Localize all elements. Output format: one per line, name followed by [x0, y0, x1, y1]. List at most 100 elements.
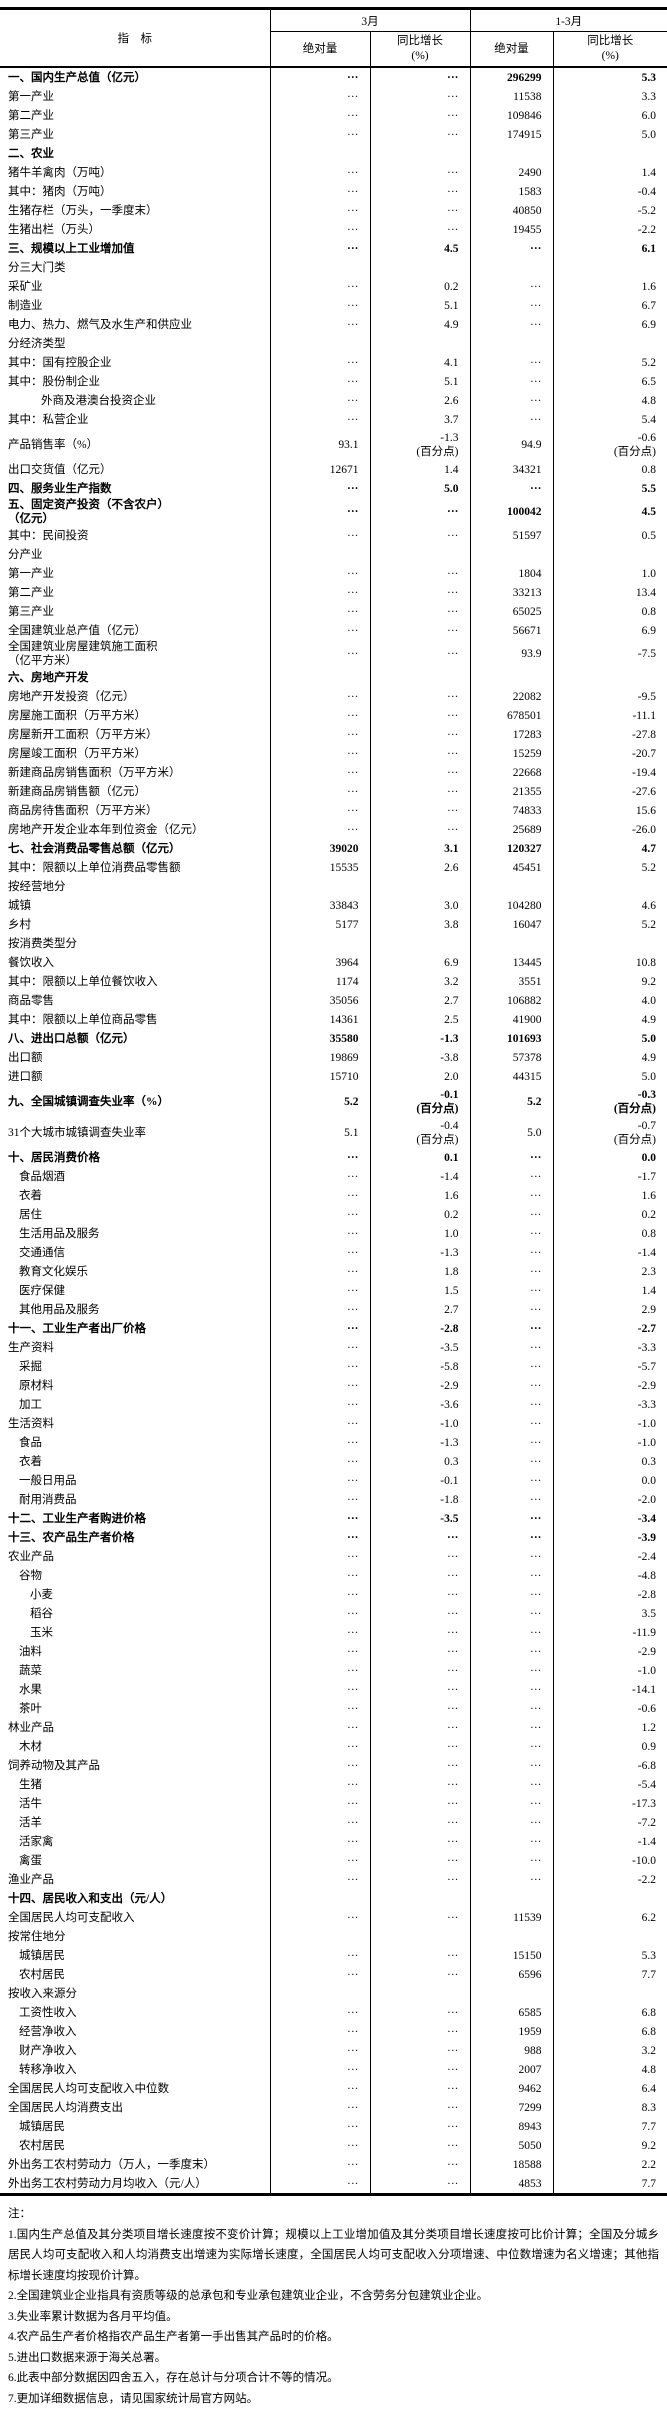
- table-row: 第一产业 ··· ··· 11538 3.3: [0, 87, 667, 106]
- value: 109846: [507, 109, 542, 122]
- value-cell-m-abs: ···: [269, 2003, 370, 2022]
- value-cell-m-yoy: ···: [369, 182, 470, 201]
- value-cell-q-yoy: -3.4: [552, 1509, 667, 1528]
- value-cell-m-yoy: 2.7: [369, 1300, 470, 1319]
- indicator-label: 全国居民人均可支配收入: [8, 1911, 135, 1924]
- value: 5.2: [641, 918, 656, 931]
- indicator-cell: 生猪出栏（万头）: [0, 220, 270, 239]
- indicator-cell: 活羊: [0, 1813, 270, 1832]
- value: 6.8: [641, 2025, 656, 2038]
- value-cell-q-yoy: 6.8: [552, 2003, 667, 2022]
- value-cell-q-abs: 2490: [469, 163, 553, 182]
- indicator-cell: 全国居民人均消费支出: [0, 2098, 270, 2117]
- indicator-cell: 稻谷: [0, 1604, 270, 1623]
- value: ···: [347, 1949, 359, 1962]
- value-cell-q-abs: 11538: [469, 87, 553, 106]
- value: -3.4: [637, 1512, 656, 1525]
- indicator-label: 三、规模以上工业增加值: [8, 242, 135, 255]
- value-cell-q-yoy: -9.5: [552, 687, 667, 706]
- table-row: 农业产品 ··· ··· ··· -2.4: [0, 1547, 667, 1566]
- value: ···: [347, 1417, 359, 1430]
- value-cell-m-abs: ···: [269, 583, 370, 602]
- value-cell-m-abs: [269, 1889, 370, 1908]
- value: 0.0: [641, 1151, 656, 1164]
- value: 15710: [329, 1070, 359, 1083]
- value: ···: [447, 529, 459, 542]
- value: ···: [529, 242, 542, 255]
- table-row: 生活用品及服务 ··· 1.0 ··· 0.8: [0, 1224, 667, 1243]
- value-cell-m-abs: ···: [269, 1452, 370, 1471]
- value: 1.6: [641, 1189, 656, 1202]
- indicator-label: 水果: [19, 1683, 42, 1696]
- indicator-cell: 生活资料: [0, 1414, 270, 1433]
- indicator-cell: 九、全国城镇调查失业率（%）: [0, 1086, 270, 1117]
- table-row: 餐饮收入 3964 6.9 13445 10.8: [0, 953, 667, 972]
- value-cell-q-abs: ···: [469, 1794, 553, 1813]
- value: ···: [347, 2101, 359, 2114]
- value: 6.2: [641, 1911, 656, 1924]
- value-cell-m-abs: ···: [269, 2022, 370, 2041]
- indicator-label: 按经营地分: [8, 880, 66, 893]
- value-cell-m-yoy: ···: [369, 87, 470, 106]
- value: -2.4: [637, 1550, 656, 1563]
- value: -1.0: [637, 1417, 656, 1430]
- value-cell-m-yoy: 1.4: [369, 460, 470, 479]
- value: ···: [447, 185, 459, 198]
- value-cell-m-yoy: [369, 334, 470, 353]
- section-row: 六、房地产开发: [0, 668, 667, 687]
- value-cell-q-abs: ···: [469, 1661, 553, 1680]
- value-cell-m-abs: 35056: [269, 991, 370, 1010]
- value: ···: [347, 785, 359, 798]
- value: ···: [447, 2120, 459, 2133]
- value-cell-q-abs: ···: [469, 1243, 553, 1262]
- indicator-label: 制造业: [8, 299, 43, 312]
- value-cell-q-yoy: -3.3: [552, 1338, 667, 1357]
- value-cell-q-abs: 5.0: [469, 1117, 553, 1148]
- value: ···: [347, 1246, 359, 1259]
- value-cell-m-yoy: ···: [369, 1547, 470, 1566]
- value-cell-q-yoy: -27.8: [552, 725, 667, 744]
- table-row: 第二产业 ··· ··· 109846 6.0: [0, 106, 667, 125]
- value: ···: [447, 1911, 459, 1924]
- value: 1959: [518, 2025, 542, 2038]
- value-cell-q-yoy: 4.8: [552, 2060, 667, 2079]
- value-cell-m-yoy: ···: [369, 1775, 470, 1794]
- value-cell-m-abs: ···: [269, 687, 370, 706]
- value: 2.0: [444, 1070, 459, 1083]
- value-cell-m-yoy: [369, 877, 470, 896]
- indicator-label: 第一产业: [8, 567, 54, 580]
- value: 15150: [512, 1949, 542, 1962]
- section-row: 十三、农产品生产者价格 ··· ··· ··· -3.9: [0, 1528, 667, 1547]
- table-row: 其中：限额以上单位商品零售 14361 2.5 41900 4.9: [0, 1010, 667, 1029]
- value-cell-m-yoy: ···: [369, 1946, 470, 1965]
- value-cell-q-abs: ···: [469, 391, 553, 410]
- value-cell-m-abs: 5177: [269, 915, 370, 934]
- table-row: 其中：民间投资 ··· ··· 51597 0.5: [0, 526, 667, 545]
- indicator-cell: 第二产业: [0, 583, 270, 602]
- value: ···: [447, 166, 459, 179]
- value: 0.1: [444, 1151, 459, 1164]
- value: 5.2: [641, 861, 656, 874]
- table-row: 出口额 19869 -3.8 57378 4.9: [0, 1048, 667, 1067]
- indicator-label: 商品房待售面积（万平方米）: [8, 804, 158, 817]
- table-row: 外商及港澳台投资企业 ··· 2.6 ··· 4.8: [0, 391, 667, 410]
- value: 1.4: [444, 463, 459, 476]
- indicator-cell: 加工: [0, 1395, 270, 1414]
- value-cell-q-abs: 16047: [469, 915, 553, 934]
- indicator-cell: 十、居民消费价格: [0, 1148, 270, 1167]
- value-cell-m-yoy: -1.4: [369, 1167, 470, 1186]
- value-cell-q-yoy: -20.7: [552, 744, 667, 763]
- table-row: 生猪 ··· ··· ··· -5.4: [0, 1775, 667, 1794]
- value: ···: [346, 1531, 359, 1544]
- indicator-label: 蔬菜: [19, 1664, 42, 1677]
- value-cell-q-yoy: -1.0: [552, 1414, 667, 1433]
- value-cell-q-abs: 678501: [469, 706, 553, 725]
- value: ···: [346, 482, 359, 495]
- value: ···: [447, 2044, 459, 2057]
- value: ···: [530, 1379, 542, 1392]
- value: 5.0: [444, 482, 459, 495]
- indicator-cell: 第一产业: [0, 87, 270, 106]
- value-cell-m-abs: ···: [269, 1813, 370, 1832]
- value: ···: [347, 1911, 359, 1924]
